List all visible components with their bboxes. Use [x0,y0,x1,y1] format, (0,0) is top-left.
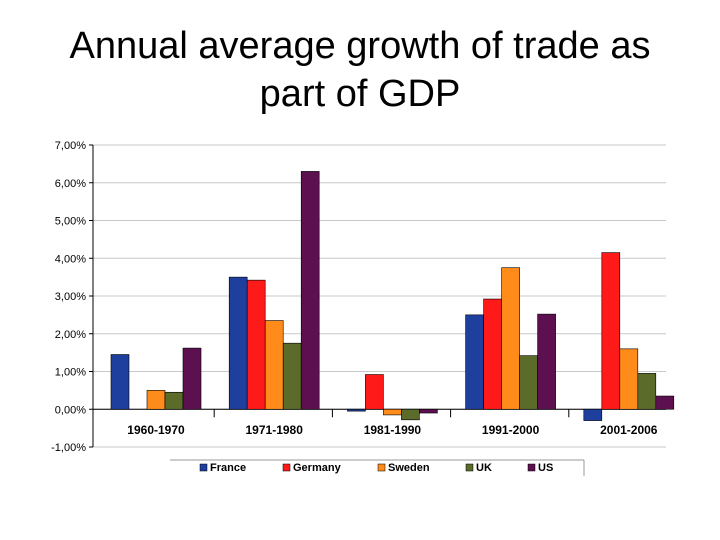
x-tick-label: 1991-2000 [482,423,540,437]
slide-title: Annual average growth of trade as part o… [0,22,720,118]
y-tick-label: 4,00% [55,253,86,265]
x-tick-label: 1971-1980 [246,423,304,437]
bar-france-1981-1990 [347,408,366,412]
x-tick-label: 1981-1990 [364,423,422,437]
legend-swatch-uk [465,463,474,472]
bar-germany-2001-2006 [601,252,621,410]
y-tick-label: 1,00% [55,367,86,379]
y-tick-label: 7,00% [55,140,86,152]
bar-germany-1991-2000 [483,298,502,410]
legend-swatch-germany [282,463,291,472]
bar-us-1960-1970 [182,347,202,410]
bar-sweden-1971-1980 [264,320,284,410]
legend-label-france: France [210,462,246,474]
y-tick-label: 3,00% [55,291,86,303]
y-tick-label: 2,00% [55,329,86,341]
bar-uk-2001-2006 [637,373,657,410]
legend-swatch-sweden [377,463,386,472]
legend-swatch-france [199,463,208,472]
bars [110,171,675,421]
bar-uk-1991-2000 [519,355,538,410]
bar-sweden-1991-2000 [501,267,520,410]
bar-us-1971-1980 [300,171,320,410]
y-tick-label: 5,00% [55,216,86,228]
y-tick-label: 0,00% [55,404,86,416]
bar-uk-1981-1990 [401,408,420,421]
bar-france-1991-2000 [465,314,484,410]
x-tick-label: 2001-2006 [600,423,658,437]
bar-us-2001-2006 [655,395,675,410]
bar-france-2001-2006 [583,408,603,421]
bar-france-1971-1980 [228,276,248,410]
bar-germany-1971-1980 [246,279,266,410]
y-tick-label: 6,00% [55,178,86,190]
bar-us-1981-1990 [419,408,438,414]
bar-uk-1971-1980 [282,342,302,410]
legend: France Germany Sweden UK US [170,459,585,476]
bar-uk-1960-1970 [164,391,184,410]
slide-title-line-1: Annual average growth of trade as [69,25,651,67]
legend-label-us: US [538,462,553,474]
legend-label-uk: UK [476,462,492,474]
bar-sweden-2001-2006 [619,348,639,410]
x-tick-label: 1960-1970 [127,423,185,437]
bar-sweden-1981-1990 [383,408,402,416]
bar-us-1991-2000 [537,313,556,410]
legend-label-sweden: Sweden [388,462,430,474]
legend-label-germany: Germany [293,462,342,474]
y-axis: 7,00% 6,00% 5,00% 4,00% 3,00% 2,00% 1,00% 0,00%… [51,140,94,454]
x-axis-labels: 1960-1970 1971-1980 1981-1990 1991-2000 2001… [127,423,658,437]
bar-germany-1981-1990 [365,374,384,410]
bar-sweden-1960-1970 [146,390,166,410]
legend-swatch-us [527,463,536,472]
y-tick-label: -1,00% [51,442,86,454]
bar-france-1960-1970 [110,354,130,410]
slide-title-line-2: part of GDP [259,73,461,115]
